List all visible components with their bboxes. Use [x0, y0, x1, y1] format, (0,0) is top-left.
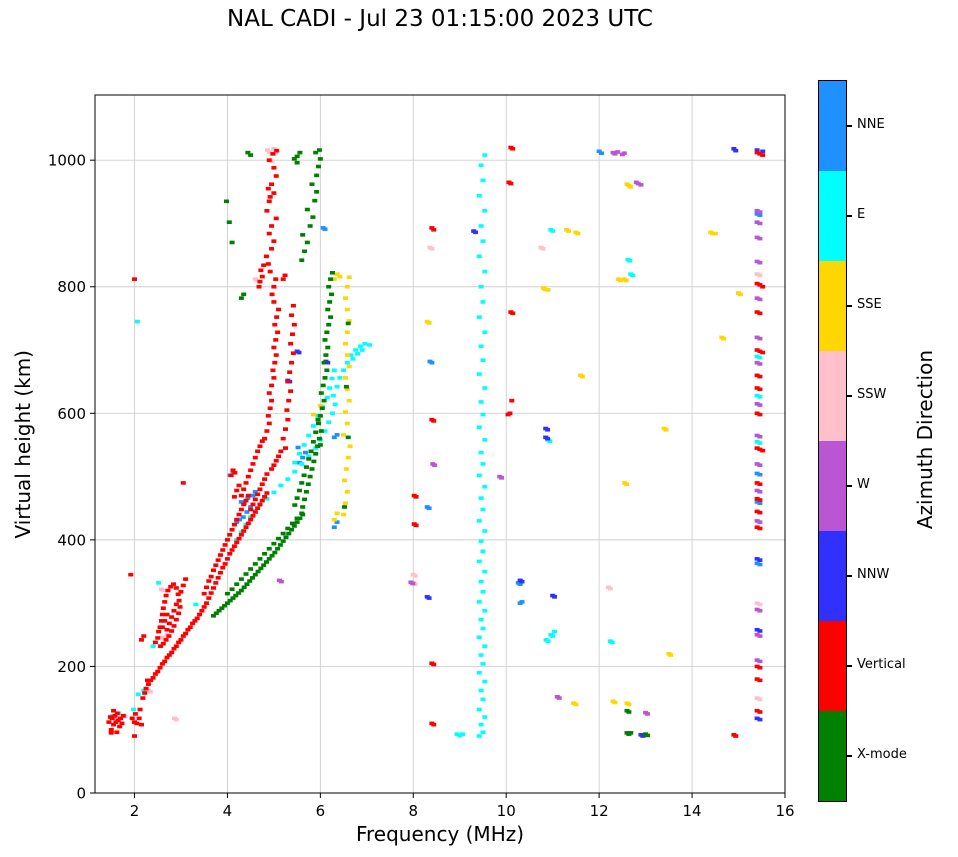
series-nne: [227, 149, 763, 605]
colorbar-segment-nne: [819, 81, 846, 171]
colorbar-tick: [847, 215, 852, 217]
y-tick-label: 600: [57, 405, 86, 423]
series-sse: [310, 182, 743, 707]
colorbar-tick: [847, 485, 852, 487]
y-axis-label-wrap: Virtual height (km): [0, 95, 46, 793]
colorbar-label-nne: NNE: [857, 117, 885, 132]
x-tick-label: 4: [223, 802, 233, 820]
colorbar-label-ssw: SSW: [857, 387, 887, 402]
x-tick-label: 6: [316, 802, 326, 820]
colorbar-label-nnw: NNW: [857, 567, 890, 582]
y-tick-label: 800: [57, 278, 86, 296]
colorbar-label-sse: SSE: [857, 297, 882, 312]
series-ssw: [111, 146, 763, 722]
series-vertical: [106, 145, 766, 738]
series-w: [276, 150, 763, 716]
x-tick-label: 12: [590, 802, 609, 820]
colorbar-tick: [847, 125, 852, 127]
y-tick-label: 200: [57, 658, 86, 676]
x-tick-label: 8: [409, 802, 419, 820]
colorbar-title-wrap: Azimuth Direction: [903, 80, 947, 800]
colorbar-segment-sse: [819, 261, 846, 351]
colorbar-label-w: W: [857, 477, 870, 492]
chart-title: NAL CADI - Jul 23 01:15:00 2023 UTC: [227, 6, 653, 32]
y-tick-label: 1000: [48, 152, 86, 170]
colorbar-tick: [847, 575, 852, 577]
colorbar-segment-x-mode: [819, 711, 846, 801]
colorbar-segment-ssw: [819, 351, 846, 441]
colorbar-label-e: E: [857, 207, 866, 222]
colorbar-segment-w: [819, 441, 846, 531]
plot-frame: [94, 94, 786, 794]
x-tick-label: 10: [497, 802, 516, 820]
colorbar-tick: [847, 395, 852, 397]
colorbar-tick: [847, 305, 852, 307]
series-nnw: [285, 146, 766, 738]
colorbar-segment-e: [819, 171, 846, 261]
y-tick-label: 400: [57, 531, 86, 549]
colorbar-label-x-mode: X-mode: [857, 747, 907, 762]
colorbar-label-vertical: Vertical: [857, 657, 906, 672]
x-axis-label: Frequency (MHz): [355, 822, 525, 846]
colorbar-title: Azimuth Direction: [913, 350, 937, 530]
x-tick-label: 2: [130, 802, 140, 820]
x-tick-label: 16: [775, 802, 794, 820]
series-e: [109, 153, 763, 738]
colorbar: [818, 80, 847, 802]
y-axis-label: Virtual height (km): [11, 349, 35, 539]
colorbar-segment-vertical: [819, 621, 846, 711]
y-tick-label: 0: [76, 785, 86, 803]
series-x-mode: [210, 148, 650, 738]
colorbar-tick: [847, 755, 852, 757]
x-tick-label: 14: [683, 802, 702, 820]
colorbar-segment-nnw: [819, 531, 846, 621]
colorbar-tick: [847, 665, 852, 667]
